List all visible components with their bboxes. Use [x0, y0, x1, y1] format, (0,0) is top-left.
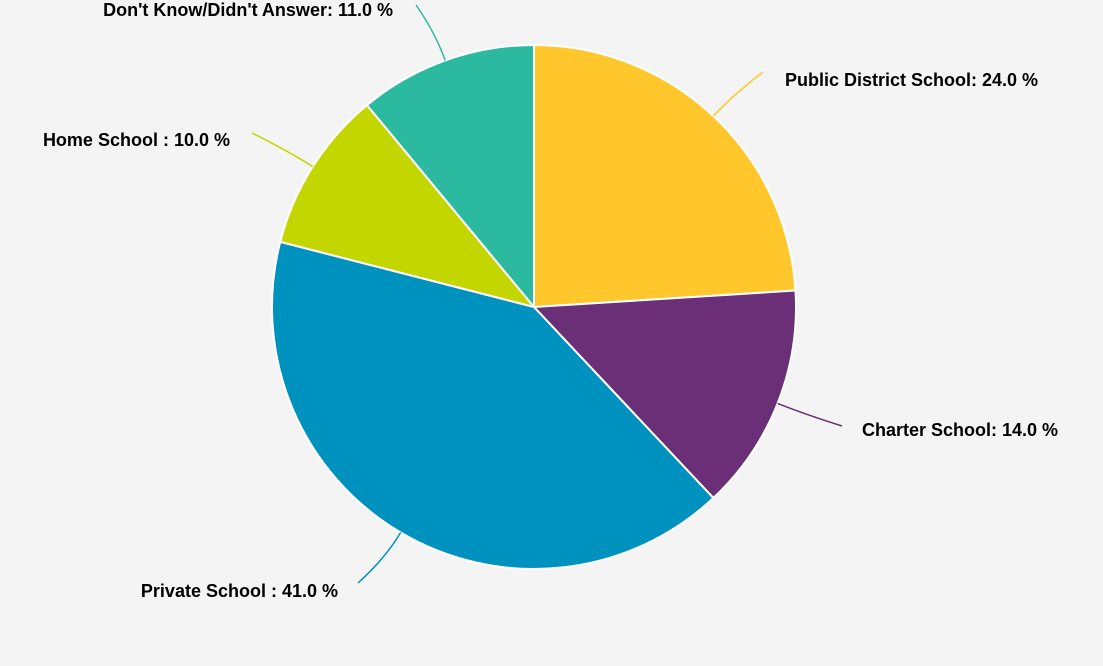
leader-line-don-t-know-didn-t-answer: [415, 4, 446, 61]
leader-line-public-district-school: [712, 71, 764, 117]
pie-slice-charter-school: [531, 289, 797, 500]
data-label-don-t-know-didn-t-answer: Don't Know/Didn't Answer: 11.0 %: [103, 0, 393, 20]
pie-slice-home-school: [279, 103, 537, 309]
pie-slice-public-district-school: [533, 43, 797, 309]
pie-slice-private-school: [271, 240, 715, 570]
leader-line-private-school: [357, 532, 402, 584]
data-label-charter-school: Charter School: 14.0 %: [862, 420, 1058, 440]
data-label-public-district-school: Public District School: 24.0 %: [785, 70, 1038, 90]
leader-line-charter-school: [777, 402, 843, 427]
data-label-home-school: Home School : 10.0 %: [43, 130, 230, 150]
pie-slice-don-t-know-didn-t-answer: [365, 43, 535, 310]
leader-line-home-school: [251, 132, 314, 168]
data-label-private-school: Private School : 41.0 %: [141, 581, 338, 601]
